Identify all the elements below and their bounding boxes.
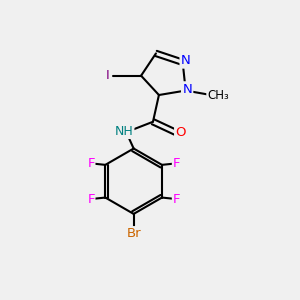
Text: N: N [182, 82, 192, 96]
Text: CH₃: CH₃ [208, 88, 229, 101]
Text: F: F [172, 193, 180, 206]
Text: N: N [181, 54, 190, 67]
Text: Br: Br [126, 227, 141, 240]
Text: I: I [106, 69, 110, 82]
Text: NH: NH [115, 125, 133, 138]
Text: O: O [176, 126, 186, 139]
Text: F: F [87, 157, 95, 170]
Text: F: F [172, 157, 180, 170]
Text: F: F [87, 193, 95, 206]
